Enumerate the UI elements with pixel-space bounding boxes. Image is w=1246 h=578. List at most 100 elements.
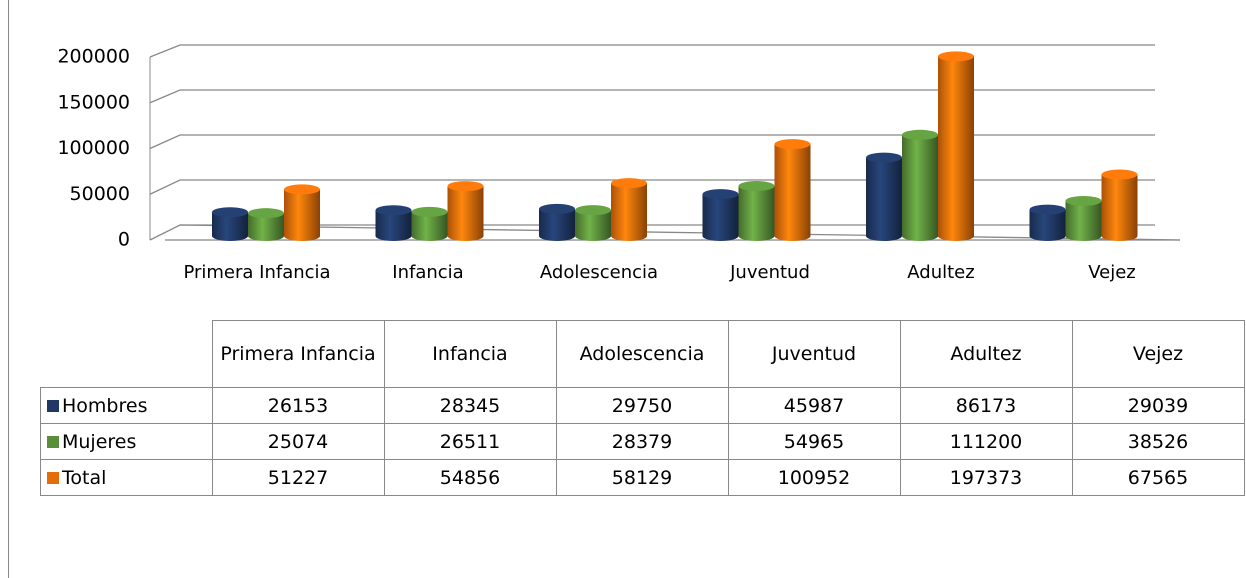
- bar-top: [702, 189, 739, 200]
- bar-body: [738, 185, 775, 241]
- bar-top: [738, 180, 775, 191]
- table-cell: 54856: [383, 459, 557, 496]
- table-header-cell: Vejez: [1071, 320, 1245, 388]
- bar: [611, 178, 647, 241]
- legend-entry: Mujeres: [40, 423, 213, 460]
- x-tick-label: Adultez: [907, 262, 975, 283]
- x-tick-label: Vejez: [1088, 262, 1136, 283]
- bar-body: [938, 56, 974, 242]
- bar: [738, 180, 775, 241]
- y-tick-label: 0: [118, 229, 130, 251]
- bar: [1029, 204, 1066, 241]
- table-row: Mujeres 25074 26511 28379 54965 111200 38526: [40, 423, 1245, 460]
- floor: [179, 224, 1181, 241]
- bar-top: [774, 139, 811, 150]
- bar-top: [284, 184, 320, 195]
- table-cell: 28345: [383, 387, 557, 424]
- bar-body: [212, 212, 248, 241]
- bar-body: [866, 157, 902, 241]
- y-tick-label: 200000: [57, 46, 130, 68]
- table-cell: 100952: [727, 459, 901, 496]
- table-header-cell: Juventud: [727, 320, 901, 388]
- table-cell: 38526: [1071, 423, 1245, 460]
- table-cell: 25074: [211, 423, 385, 460]
- bar: [575, 205, 611, 241]
- bar-top: [212, 207, 248, 218]
- x-tick-label: Primera Infancia: [183, 262, 331, 283]
- bar-body: [411, 211, 448, 241]
- bar: [212, 207, 248, 241]
- table-cell: 54965: [727, 423, 901, 460]
- bar-body: [248, 213, 284, 241]
- y-tick-label: 100000: [57, 137, 130, 159]
- table-cell: 86173: [899, 387, 1073, 424]
- bar: [284, 184, 320, 241]
- bar-top: [248, 208, 284, 219]
- bar-top: [938, 51, 974, 62]
- grid-line: [149, 89, 1155, 104]
- legend-label: Total: [62, 466, 107, 489]
- y-tick-label: 150000: [57, 91, 130, 113]
- table-cell: 111200: [899, 423, 1073, 460]
- bar: [938, 51, 974, 242]
- legend-entry: Total: [40, 459, 213, 496]
- bar-top: [411, 206, 448, 217]
- bar-top: [1101, 169, 1138, 180]
- bar-top: [611, 178, 647, 189]
- data-table: Primera Infancia Infancia Adolescencia Juve…: [40, 320, 1245, 496]
- x-tick-label: Juventud: [730, 262, 810, 283]
- table-cell: 197373: [899, 459, 1073, 496]
- table-cell: 58129: [555, 459, 729, 496]
- bar: [411, 206, 448, 241]
- table-cell: 29750: [555, 387, 729, 424]
- bar-top: [575, 205, 611, 216]
- bar-top: [902, 129, 938, 140]
- bar-body: [539, 208, 575, 241]
- bar-body: [902, 134, 938, 241]
- bar-top: [375, 205, 412, 216]
- bar-top: [866, 152, 902, 163]
- bar-top: [1065, 195, 1102, 206]
- bar: [539, 203, 575, 241]
- bar: [375, 205, 412, 241]
- grid-line: [149, 134, 1155, 150]
- legend-entry: Hombres: [40, 387, 213, 424]
- bar-body: [1065, 200, 1102, 241]
- table-row: Total 51227 54856 58129 100952 197373 67565: [40, 459, 1245, 496]
- bar-body: [1101, 174, 1138, 241]
- bar: [1101, 169, 1138, 241]
- table-header-cell: Primera Infancia: [211, 320, 385, 388]
- table-cell: 29039: [1071, 387, 1245, 424]
- bar: [447, 181, 484, 241]
- bar-top: [447, 181, 484, 192]
- table-cell: 67565: [1071, 459, 1245, 496]
- table-corner: [40, 320, 212, 388]
- legend-label: Mujeres: [62, 430, 137, 453]
- bar: [1065, 195, 1102, 241]
- bar-body: [1029, 209, 1066, 241]
- bar: [774, 139, 811, 241]
- grid-line: [149, 44, 1155, 58]
- bar-body: [375, 210, 412, 241]
- bar: [248, 208, 284, 241]
- bar: [902, 129, 938, 241]
- table-row: Hombres 26153 28345 29750 45987 86173 29039: [40, 387, 1245, 424]
- grid-line: [149, 179, 1155, 195]
- bar-body: [284, 189, 320, 241]
- bar-top: [539, 203, 575, 214]
- x-tick-label: Adolescencia: [539, 262, 659, 283]
- legend-swatch: [47, 435, 59, 448]
- table-cell: 26511: [383, 423, 557, 460]
- x-tick-label: Infancia: [392, 262, 464, 283]
- table-cell: 45987: [727, 387, 901, 424]
- legend-label: Hombres: [62, 394, 148, 417]
- table-header-cell: Adultez: [899, 320, 1073, 388]
- table-cell: 26153: [211, 387, 385, 424]
- table-cell: 51227: [211, 459, 385, 496]
- bar-body: [702, 194, 739, 241]
- bar-body: [611, 183, 647, 241]
- legend-swatch: [47, 471, 59, 484]
- frame: [8, 0, 1244, 578]
- bar-top: [1029, 204, 1066, 215]
